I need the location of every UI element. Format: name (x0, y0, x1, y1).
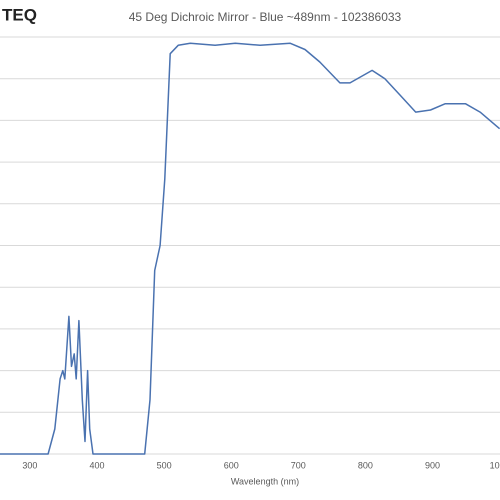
chart-title: 45 Deg Dichroic Mirror - Blue ~489nm - 1… (129, 10, 402, 24)
x-tick-label: 1000 (490, 460, 500, 470)
logo: TEQ (2, 5, 37, 24)
x-tick-label: 700 (291, 460, 306, 470)
x-axis-label: Wavelength (nm) (231, 476, 299, 486)
x-tick-label: 500 (157, 460, 172, 470)
x-tick-label: 900 (425, 460, 440, 470)
x-tick-label: 600 (224, 460, 239, 470)
x-tick-label: 400 (90, 460, 105, 470)
x-tick-label: 300 (22, 460, 37, 470)
x-tick-label: 800 (358, 460, 373, 470)
data-line (0, 42, 500, 455)
